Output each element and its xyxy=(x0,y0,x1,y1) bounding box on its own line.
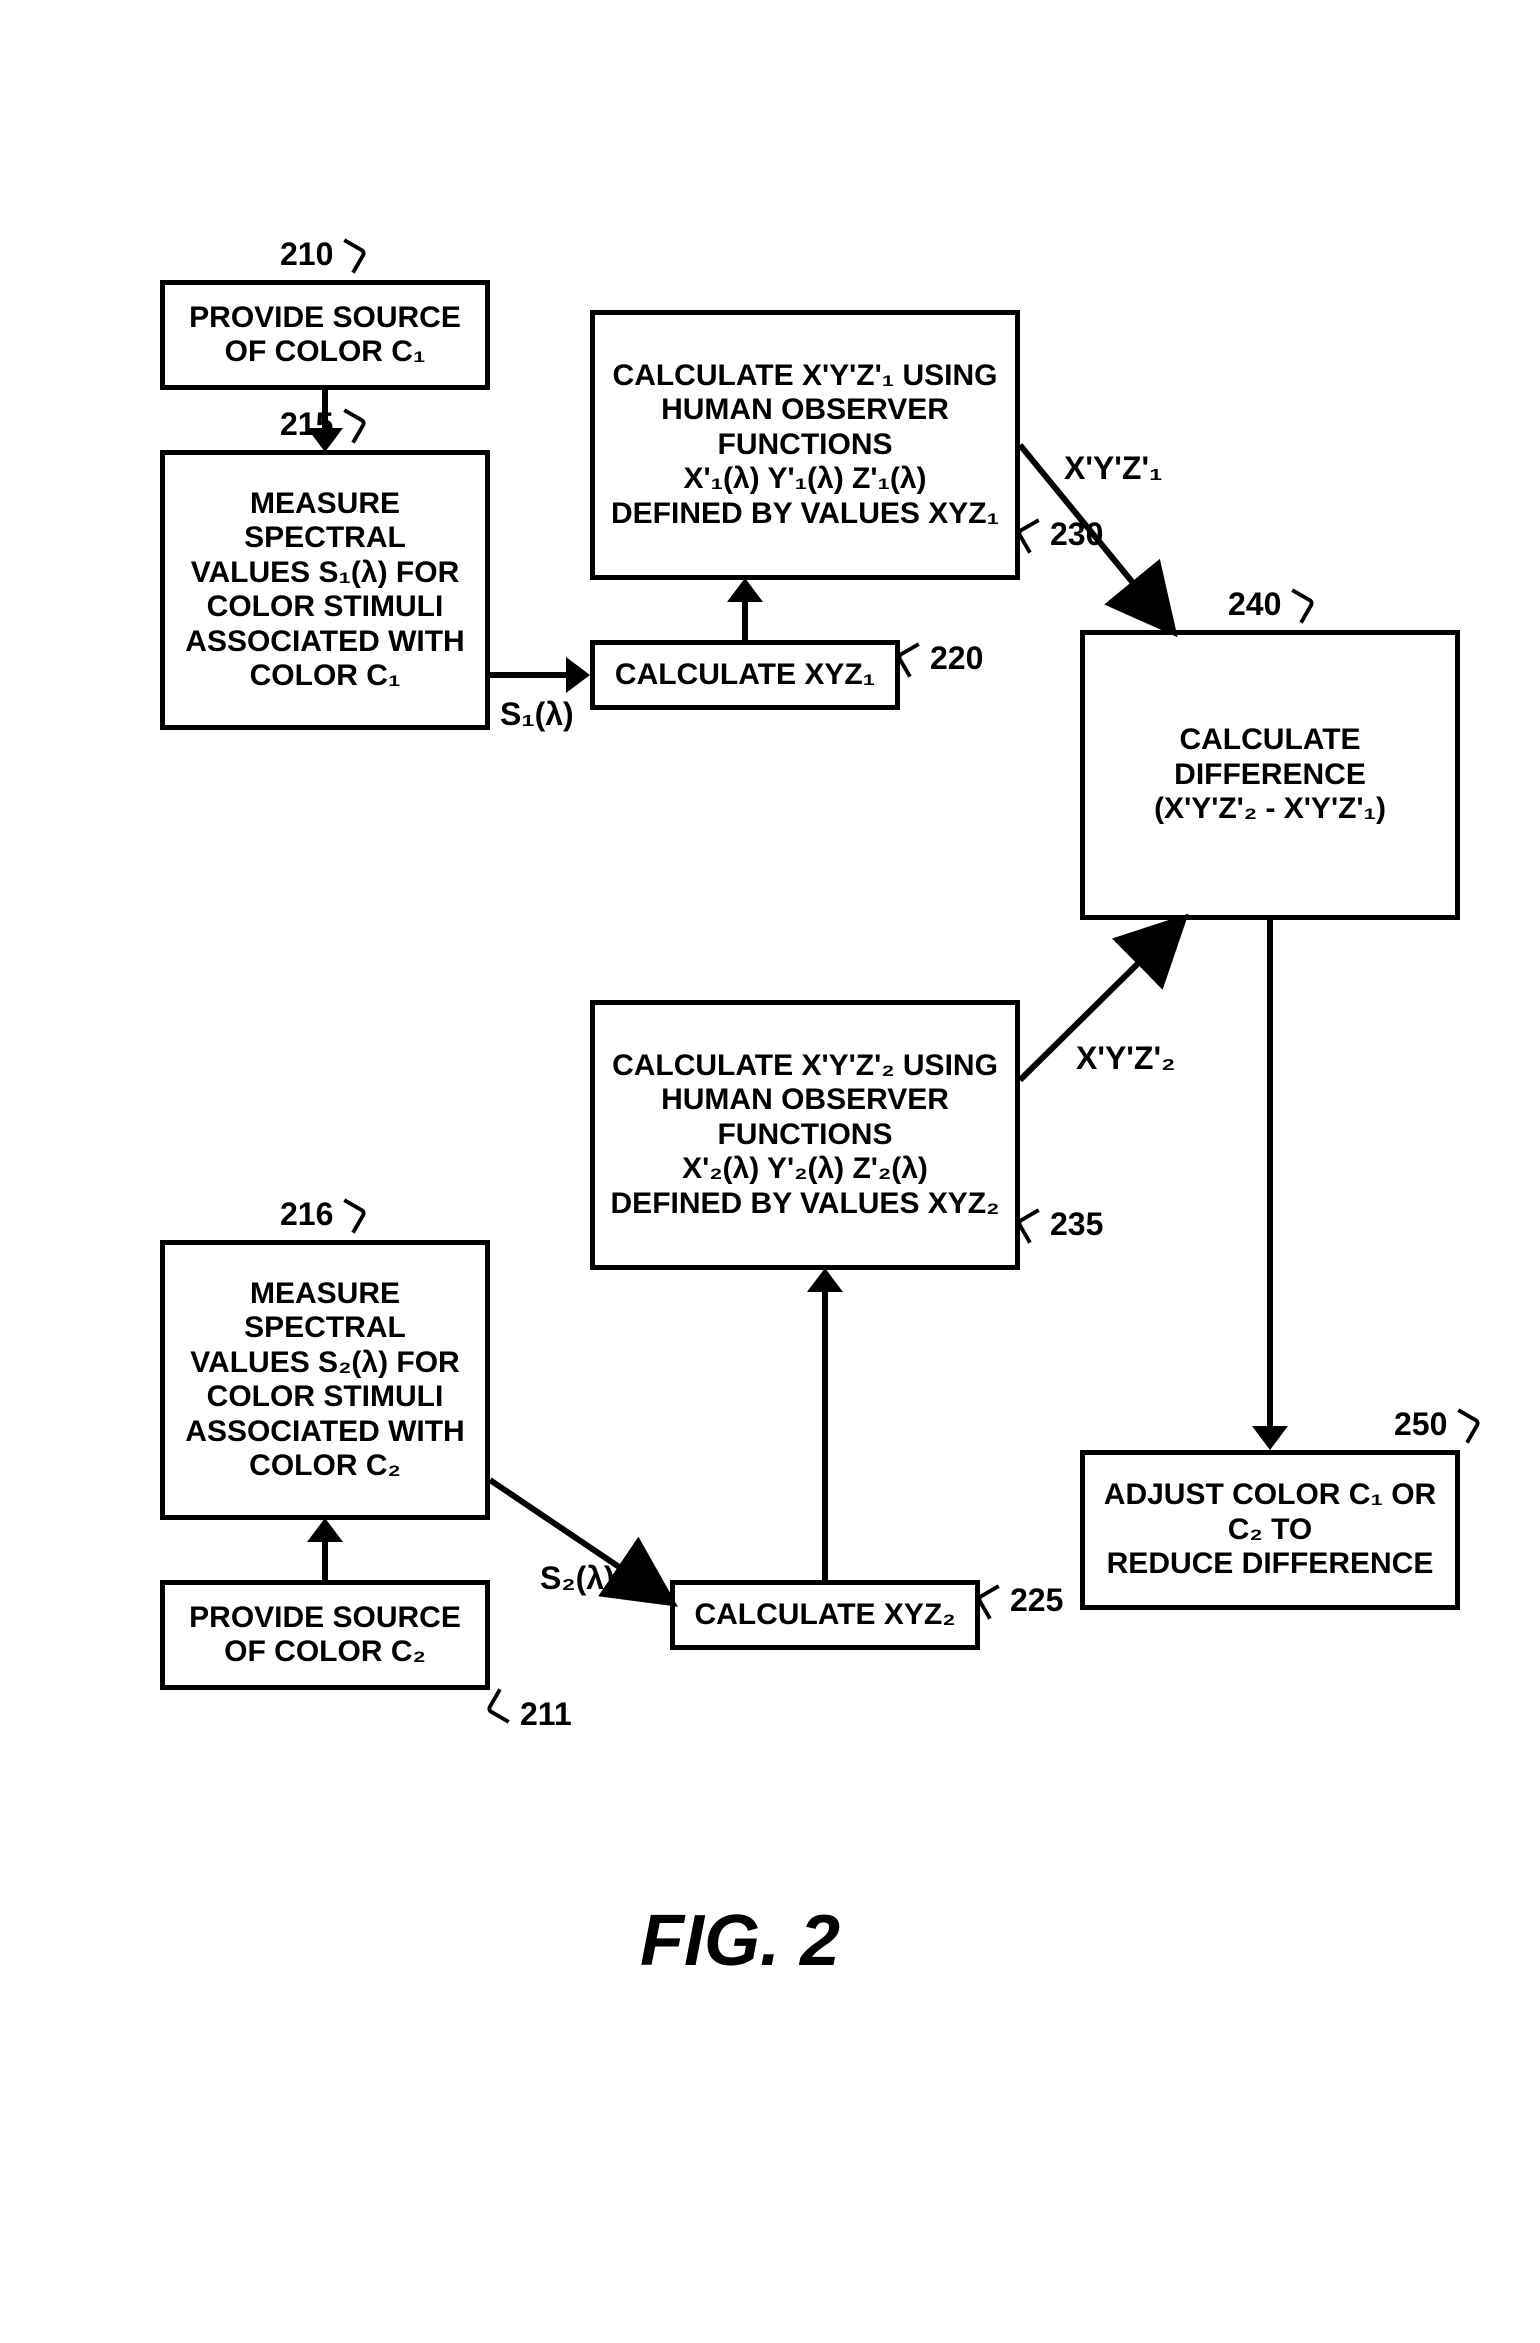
arrow-215-220 xyxy=(490,672,570,678)
ref-230: 230 xyxy=(1024,516,1103,553)
ref-235: 235 xyxy=(1024,1206,1103,1243)
box-235: CALCULATE X'Y'Z'₂ USINGHUMAN OBSERVERFUN… xyxy=(590,1000,1020,1270)
box-215: MEASURE SPECTRALVALUES S₁(λ) FORCOLOR ST… xyxy=(160,450,490,730)
ref-225: 225 xyxy=(984,1582,1063,1619)
edge-label-s2: S₂(λ) xyxy=(540,1560,615,1597)
ref-216: 216 xyxy=(280,1196,359,1233)
box-225: CALCULATE XYZ₂ xyxy=(670,1580,980,1650)
box-230-text: CALCULATE X'Y'Z'₁ USINGHUMAN OBSERVERFUN… xyxy=(611,359,999,532)
arrow-220-230-head xyxy=(727,578,763,602)
arrow-211-216-head xyxy=(307,1518,343,1542)
arrow-240-250 xyxy=(1267,920,1273,1430)
ref-240: 240 xyxy=(1228,586,1307,623)
ref-210: 210 xyxy=(280,236,359,273)
box-210: PROVIDE SOURCEOF COLOR C₁ xyxy=(160,280,490,390)
arrow-220-230 xyxy=(742,598,748,640)
box-235-text: CALCULATE X'Y'Z'₂ USINGHUMAN OBSERVERFUN… xyxy=(611,1049,1000,1222)
figure-label: FIG. 2 xyxy=(640,1900,840,1982)
arrow-225-235-head xyxy=(807,1268,843,1292)
box-211-text: PROVIDE SOURCEOF COLOR C₂ xyxy=(189,1601,461,1670)
arrow-215-220-head xyxy=(566,657,590,693)
arrow-210-215-head xyxy=(307,428,343,452)
ref-211: 211 xyxy=(494,1696,572,1733)
box-215-text: MEASURE SPECTRALVALUES S₁(λ) FORCOLOR ST… xyxy=(175,487,475,694)
arrow-225-235 xyxy=(822,1288,828,1580)
box-216: MEASURE SPECTRALVALUES S₂(λ) FORCOLOR ST… xyxy=(160,1240,490,1520)
box-216-text: MEASURE SPECTRALVALUES S₂(λ) FORCOLOR ST… xyxy=(175,1277,475,1484)
box-220: CALCULATE XYZ₁ xyxy=(590,640,900,710)
edge-label-xyz1: X'Y'Z'₁ xyxy=(1064,450,1162,487)
arrow-211-216 xyxy=(322,1538,328,1580)
arrow-240-250-head xyxy=(1252,1426,1288,1450)
box-240: CALCULATE DIFFERENCE(X'Y'Z'₂ - X'Y'Z'₁) xyxy=(1080,630,1460,920)
box-225-text: CALCULATE XYZ₂ xyxy=(694,1598,955,1633)
box-240-text: CALCULATE DIFFERENCE(X'Y'Z'₂ - X'Y'Z'₁) xyxy=(1095,723,1445,827)
ref-250: 250 xyxy=(1394,1406,1473,1443)
edge-label-xyz2: X'Y'Z'₂ xyxy=(1076,1040,1175,1077)
box-250-text: ADJUST COLOR C₁ OR C₂ TOREDUCE DIFFERENC… xyxy=(1095,1478,1445,1582)
ref-220: 220 xyxy=(904,640,983,677)
box-210-text: PROVIDE SOURCEOF COLOR C₁ xyxy=(189,301,461,370)
box-211: PROVIDE SOURCEOF COLOR C₂ xyxy=(160,1580,490,1690)
box-230: CALCULATE X'Y'Z'₁ USINGHUMAN OBSERVERFUN… xyxy=(590,310,1020,580)
arrow-210-215 xyxy=(322,390,328,432)
box-220-text: CALCULATE XYZ₁ xyxy=(615,658,875,693)
edge-label-s1: S₁(λ) xyxy=(500,696,574,733)
box-250: ADJUST COLOR C₁ OR C₂ TOREDUCE DIFFERENC… xyxy=(1080,1450,1460,1610)
